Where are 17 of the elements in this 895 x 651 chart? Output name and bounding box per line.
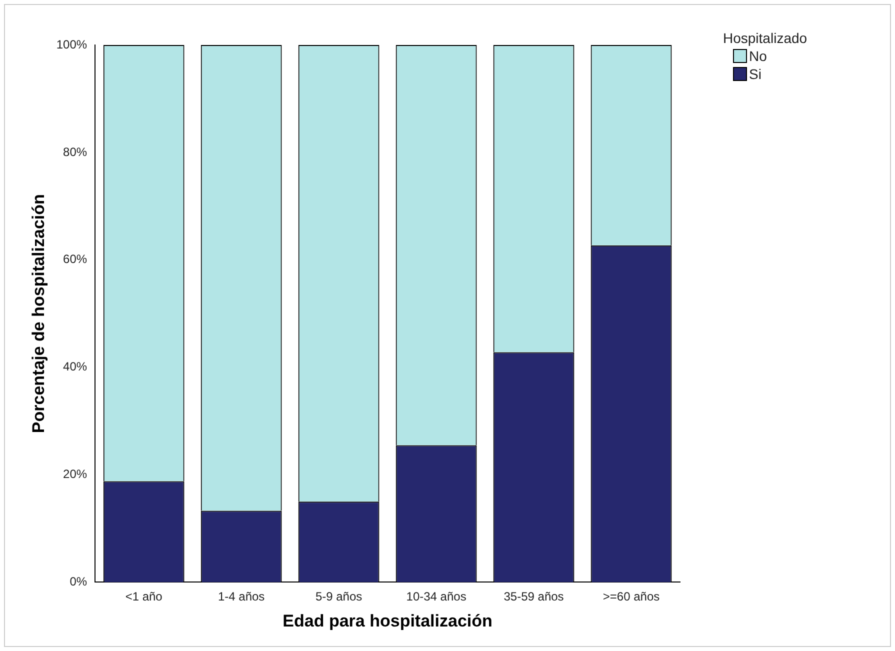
x-tick-label: 1-4 años [218,590,265,604]
x-tick-label: <1 año [125,590,163,604]
y-axis-title: Porcentaje de hospitalización [28,194,48,434]
legend-label: Si [749,65,762,83]
y-tick-label: 100% [56,37,88,52]
x-tick-label: 35-59 años [504,590,564,604]
y-tick-label: 60% [63,252,88,266]
y-tick-label: 20% [63,467,88,482]
x-tick-label: 10-34 años [406,590,466,604]
x-axis-title: Edad para hospitalización [282,611,492,630]
y-tick-label: 0% [70,574,88,589]
legend-title: Hospitalizado [723,29,808,47]
y-tick-label: 80% [63,144,88,159]
x-tick-label: >=60 años [602,590,660,604]
y-tick-label: 40% [63,360,88,374]
x-tick-label: 5-9 años [315,590,362,604]
text: No [749,47,767,65]
